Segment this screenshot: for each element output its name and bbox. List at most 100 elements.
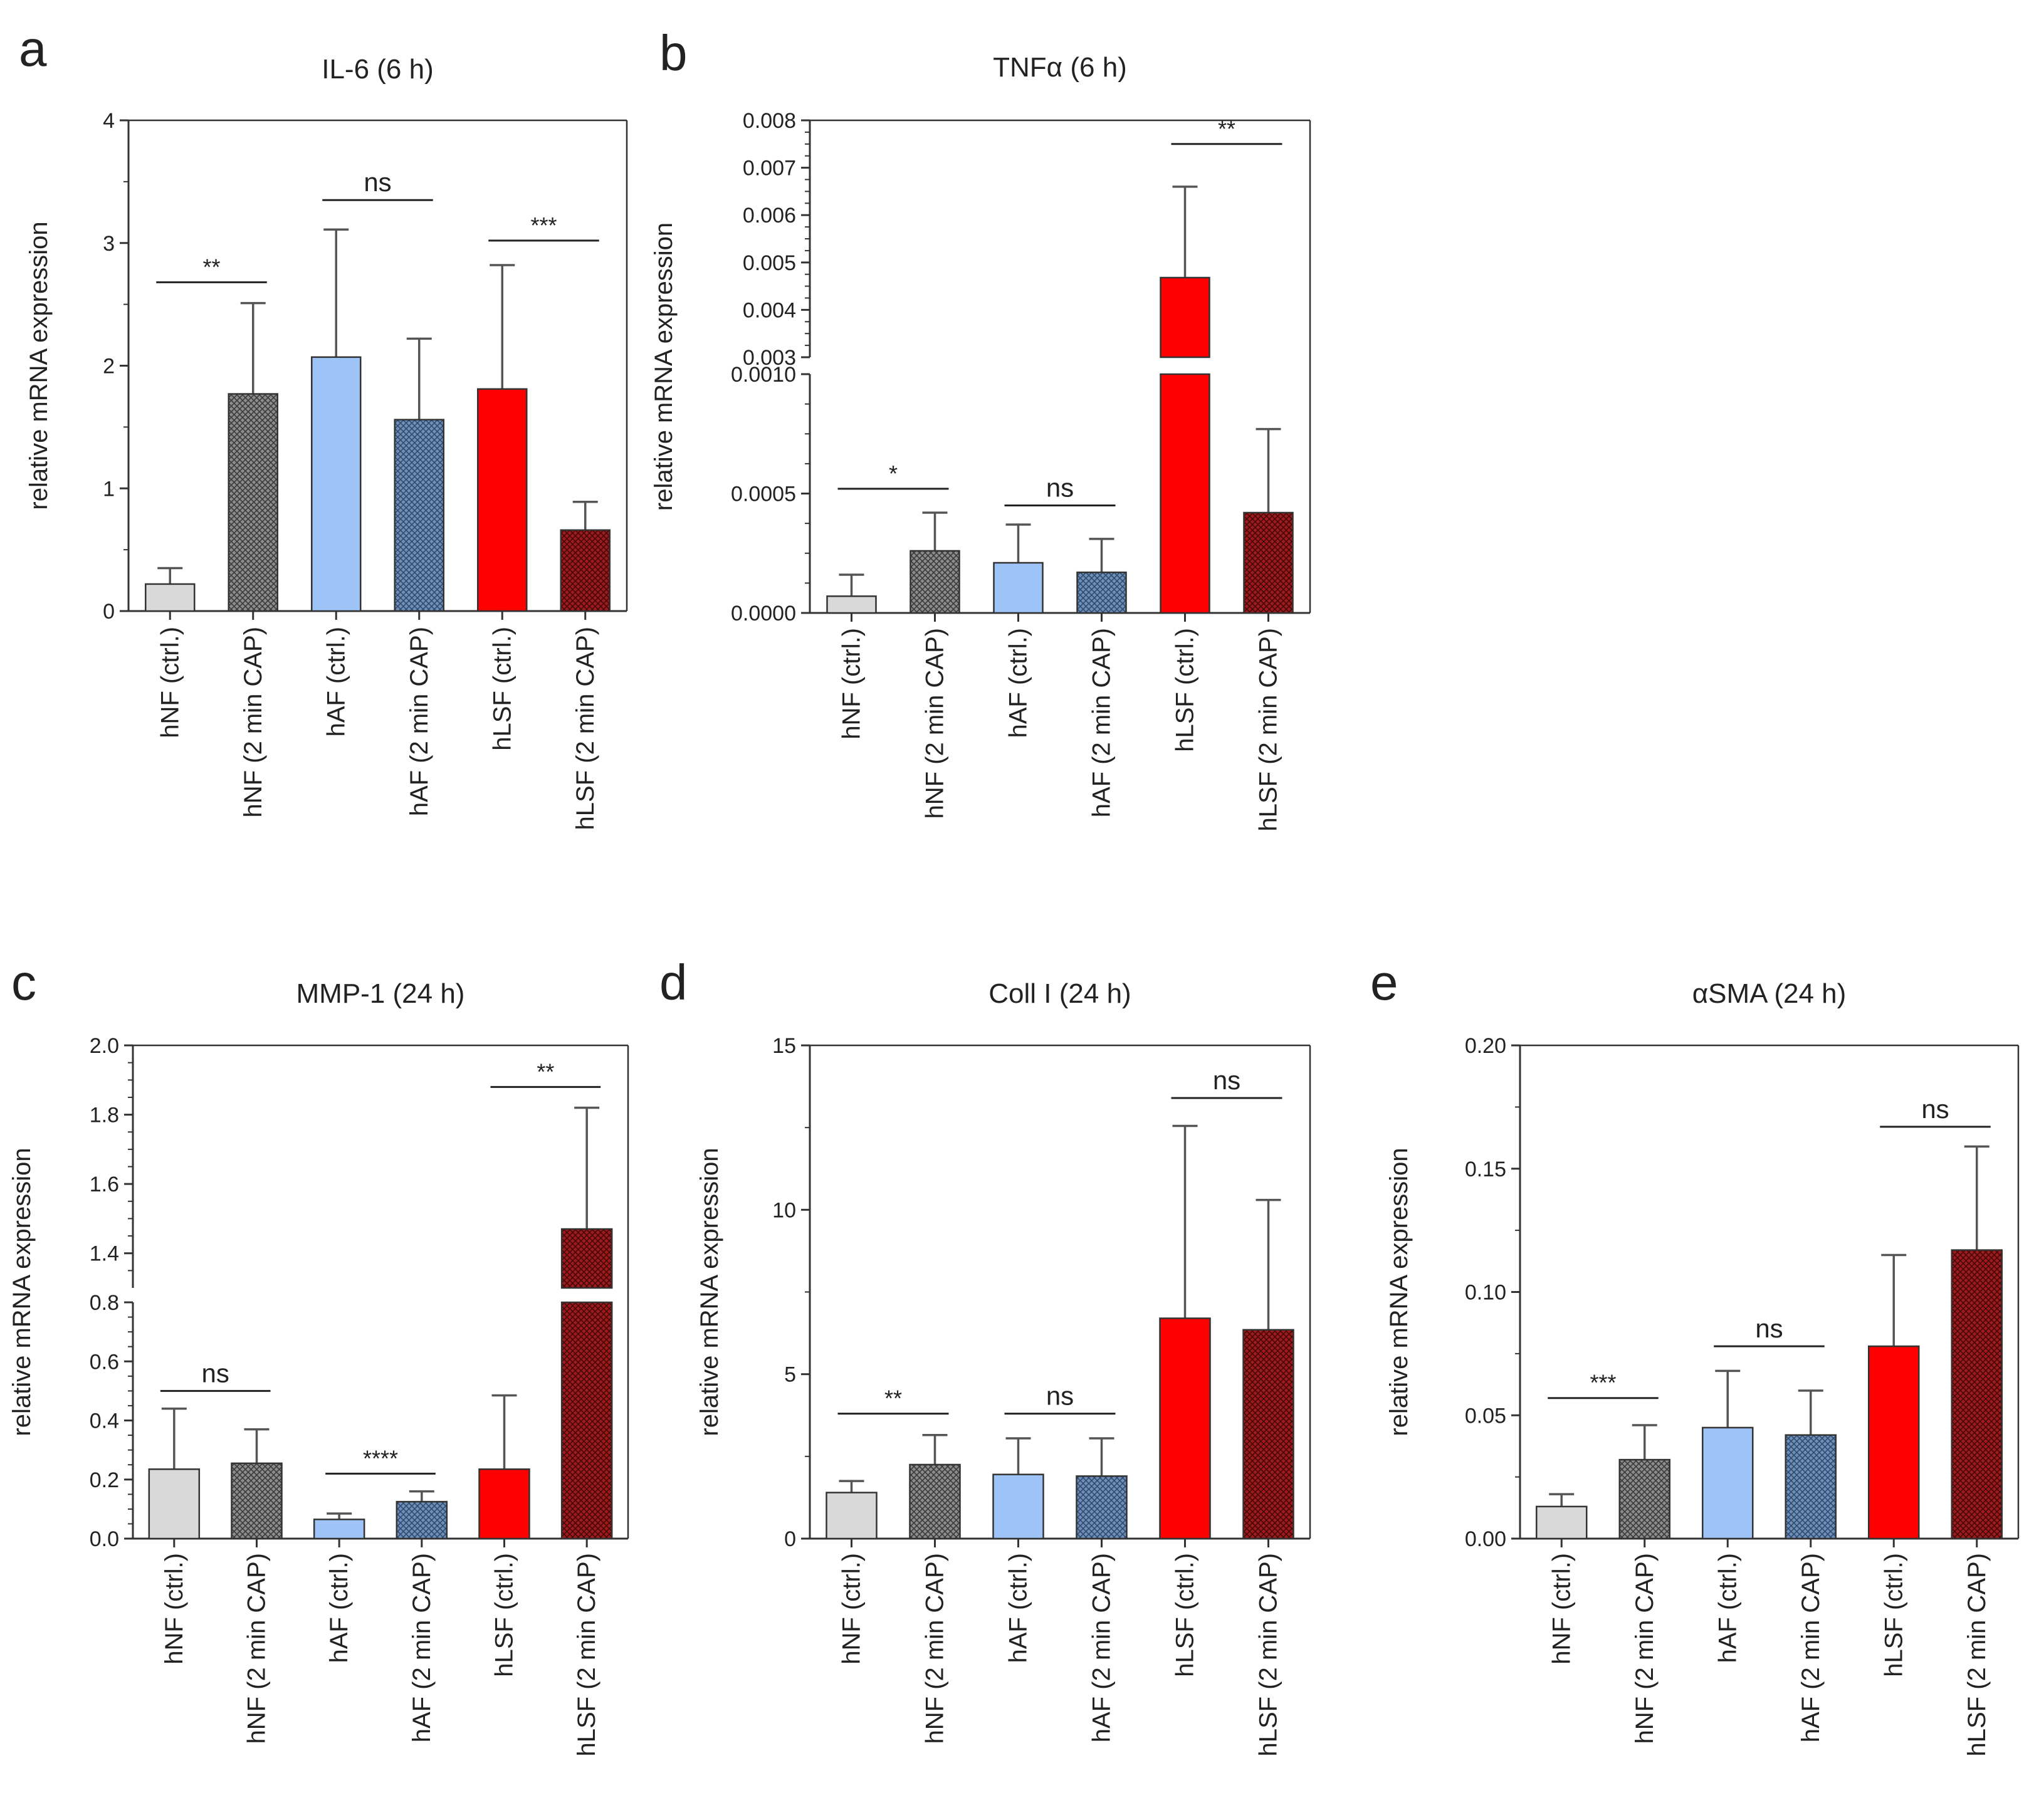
y-axis-label: relative mRNA expression [25, 221, 53, 510]
x-tick-label: hLSF (ctrl.) [491, 1553, 518, 1677]
y-tick-label: 4 [103, 109, 115, 133]
chart-title: TNFα (6 h) [993, 52, 1127, 83]
bar [827, 1493, 877, 1539]
panel-letter-a: a [19, 21, 47, 76]
x-tick-label: hLSF (2 min CAP) [1963, 1553, 1991, 1757]
bar [1244, 1330, 1294, 1539]
y-tick-label: 0 [103, 600, 115, 624]
x-tick-label: hAF (2 min CAP) [1088, 628, 1116, 817]
significance-label: *** [530, 212, 557, 238]
y-tick-label: 0.004 [743, 298, 796, 322]
significance-label: ns [1046, 473, 1074, 503]
bar [1952, 1250, 2002, 1539]
x-tick-label: hNF (ctrl.) [838, 628, 866, 740]
panel-letter-e: e [1370, 954, 1398, 1010]
x-tick-label: hNF (2 min CAP) [921, 628, 949, 819]
x-tick-label: hNF (ctrl.) [838, 1553, 866, 1665]
y-tick-label: 0.20 [1465, 1034, 1506, 1058]
y-tick-label: 0.006 [743, 204, 796, 227]
y-tick-label: 0.2 [90, 1468, 119, 1492]
y-tick-label: 2 [103, 355, 115, 379]
bar [562, 1229, 612, 1288]
chart-panel-e: αSMA (24 h) relative mRNA expression 0.00 0… [1385, 978, 2018, 1757]
y-tick-label: 1 [103, 477, 115, 501]
x-tick-label: hNF (ctrl.) [160, 1553, 188, 1665]
y-tick-label: 0.0000 [731, 602, 796, 625]
bar [397, 1502, 447, 1539]
bar [1536, 1507, 1586, 1539]
x-tick-label: hAF (ctrl.) [1005, 628, 1032, 738]
y-axis-label: relative mRNA expression [1385, 1148, 1413, 1436]
significance-label: *** [1590, 1370, 1616, 1396]
x-tick-label: hNF (ctrl.) [156, 627, 184, 738]
panel-letter-c: c [11, 954, 36, 1010]
panel-letter-d: d [659, 954, 688, 1010]
significance-label: ** [1218, 116, 1235, 142]
y-tick-label: 0.8 [90, 1291, 119, 1315]
x-tick-label: hLSF (ctrl.) [1172, 628, 1199, 752]
x-tick-label: hAF (ctrl.) [322, 627, 350, 737]
x-tick-label: hAF (ctrl.) [1005, 1553, 1032, 1663]
bar [1869, 1346, 1919, 1539]
chart-panel-c: MMP-1 (24 h) relative mRNA expression 0.0 0… [8, 978, 628, 1757]
chart-title: αSMA (24 h) [1692, 978, 1847, 1009]
panel-letter-b: b [659, 25, 688, 81]
significance-label: ** [884, 1386, 902, 1411]
y-tick-label: 0.003 [743, 346, 796, 370]
bar-lower-segment [562, 1302, 612, 1539]
significance-label: ns [1921, 1094, 1949, 1124]
bar [480, 1469, 530, 1539]
x-tick-label: hLSF (2 min CAP) [573, 1553, 600, 1757]
y-tick-label: 0 [784, 1527, 796, 1551]
chart-title: MMP-1 (24 h) [296, 978, 465, 1009]
x-tick-label: hAF (2 min CAP) [406, 627, 433, 816]
chart-title: IL-6 (6 h) [322, 54, 434, 85]
bar [1160, 1318, 1210, 1539]
chart-panel-d: Coll I (24 h)relative mRNA expression051… [696, 978, 1310, 1757]
significance-label: ns [201, 1358, 229, 1388]
x-tick-label: hAF (2 min CAP) [1088, 1553, 1116, 1742]
y-tick-label: 1.4 [90, 1242, 119, 1266]
x-tick-label: hNF (ctrl.) [1548, 1553, 1575, 1665]
bar [994, 1475, 1044, 1539]
x-tick-label: hLSF (2 min CAP) [572, 627, 599, 830]
y-tick-label: 0.05 [1465, 1404, 1506, 1428]
bar [561, 530, 610, 611]
bar [994, 563, 1043, 613]
x-tick-label: hNF (2 min CAP) [1631, 1553, 1659, 1744]
bar [478, 389, 527, 611]
y-tick-label: 0.0 [90, 1527, 119, 1551]
y-tick-label: 0.007 [743, 157, 796, 180]
x-tick-label: hLSF (2 min CAP) [1255, 628, 1282, 832]
x-tick-label: hNF (2 min CAP) [243, 1553, 271, 1744]
significance-label: ** [537, 1059, 554, 1084]
x-tick-label: hAF (ctrl.) [1714, 1553, 1741, 1663]
bar [911, 551, 960, 613]
y-axis-label: relative mRNA expression [650, 222, 678, 511]
x-tick-label: hAF (2 min CAP) [408, 1553, 436, 1742]
bar [145, 584, 194, 611]
y-tick-label: 0.0005 [731, 483, 796, 506]
bar [1244, 513, 1293, 613]
significance-label: ** [202, 254, 220, 280]
y-tick-label: 5 [784, 1363, 796, 1387]
bar [1161, 278, 1210, 357]
x-tick-label: hLSF (ctrl.) [1880, 1553, 1907, 1677]
bar [827, 596, 876, 613]
chart-panel-b: TNFα (6 h) relative mRNA expression 0.0000… [650, 52, 1310, 832]
bar [312, 357, 360, 611]
bar [1620, 1460, 1670, 1539]
bar [229, 394, 278, 611]
y-tick-label: 1.8 [90, 1104, 119, 1127]
significance-label: * [889, 461, 898, 486]
x-tick-label: hAF (ctrl.) [325, 1553, 353, 1663]
figure: a b c d e IL-6 (6 h) relative mRNA expres… [0, 0, 2029, 1820]
x-tick-label: hNF (2 min CAP) [921, 1553, 949, 1744]
chart-panel-a: IL-6 (6 h) relative mRNA expression 0 1 2 3 4 h… [25, 54, 627, 830]
x-tick-label: hLSF (2 min CAP) [1255, 1553, 1282, 1757]
significance-label: ns [1213, 1065, 1240, 1095]
y-tick-label: 0.005 [743, 251, 796, 275]
bar [1077, 1476, 1127, 1539]
x-tick-label: hAF (2 min CAP) [1797, 1553, 1825, 1742]
x-tick-label: hLSF (ctrl.) [1172, 1553, 1199, 1677]
